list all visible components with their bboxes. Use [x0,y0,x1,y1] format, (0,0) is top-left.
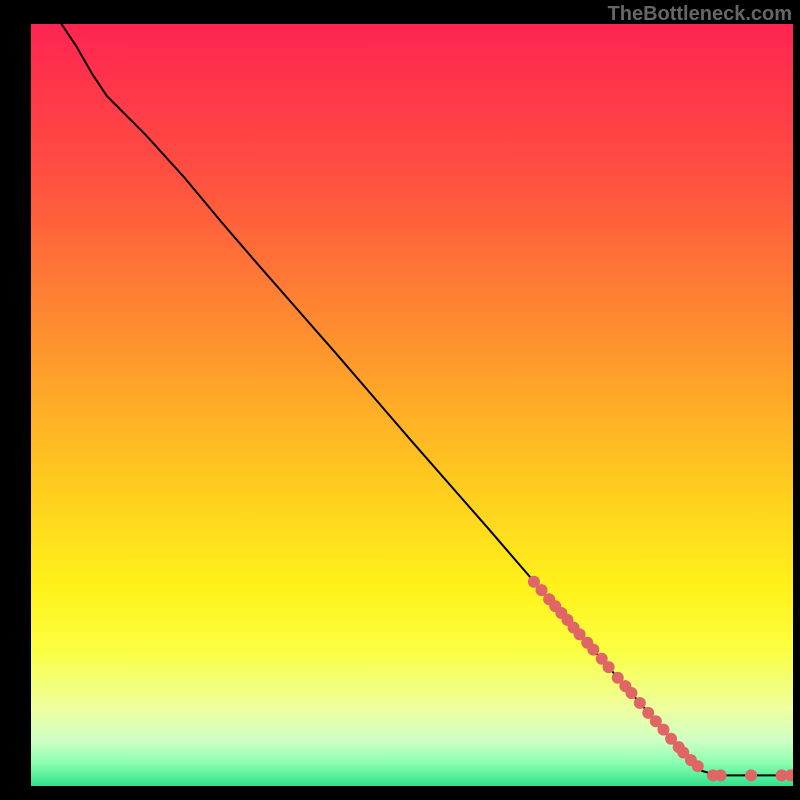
marker-point [536,584,548,596]
chart-svg [31,24,793,786]
watermark-text: TheBottleneck.com [608,3,792,26]
marker-point [625,687,637,699]
marker-point [634,697,646,709]
chart-plot-area [31,24,793,786]
marker-point [745,769,757,781]
marker-point [715,769,727,781]
marker-point [603,661,615,673]
marker-point [587,644,599,656]
marker-point [657,724,669,736]
chart-background [31,24,793,786]
marker-point [692,760,704,772]
